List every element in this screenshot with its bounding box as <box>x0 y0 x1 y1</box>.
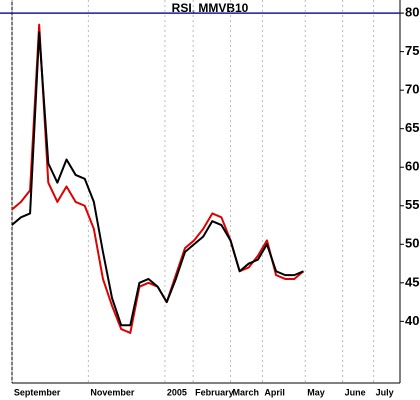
x-tick-label: April <box>264 387 285 397</box>
series-line <box>11 31 304 327</box>
x-tick-label: July <box>376 387 394 397</box>
x-tick-label: June <box>345 387 366 397</box>
y-tick-label: 55 <box>405 197 419 212</box>
x-tick-label: September <box>14 387 61 397</box>
x-tick-label: 2005 <box>167 387 187 397</box>
y-tick-label: 45 <box>405 274 419 289</box>
y-tick-label: 70 <box>405 82 419 97</box>
x-tick-label: March <box>233 387 260 397</box>
chart-title: RSI, MMVB10 <box>172 1 249 15</box>
x-tick-label: November <box>90 387 135 397</box>
y-tick-label: 60 <box>405 159 419 174</box>
y-tick-label: 40 <box>405 313 419 328</box>
y-tick-label: 50 <box>405 236 419 251</box>
y-tick-label: 65 <box>405 120 419 135</box>
y-tick-label: 80 <box>405 5 419 20</box>
y-tick-label: 75 <box>405 43 419 58</box>
x-tick-label: May <box>307 387 325 397</box>
x-tick-label: February <box>195 387 234 397</box>
